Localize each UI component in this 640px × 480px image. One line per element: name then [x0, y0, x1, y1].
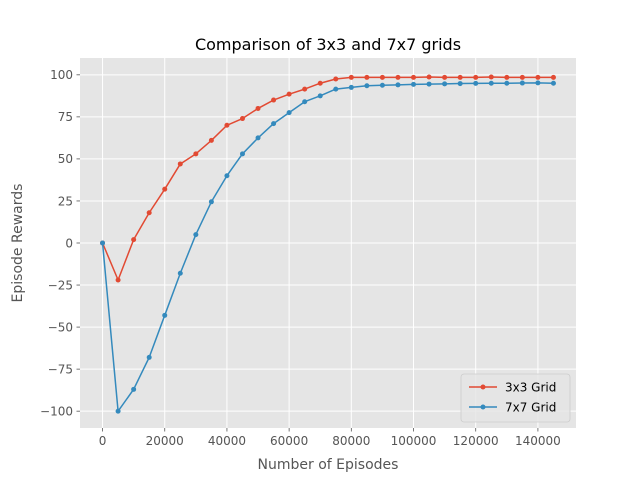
data-point	[177, 161, 183, 167]
x-tick-label: 140000	[515, 434, 561, 448]
data-point	[317, 80, 323, 86]
data-point	[333, 76, 339, 82]
data-point	[442, 81, 448, 87]
data-point	[146, 354, 152, 360]
data-point	[131, 237, 137, 243]
data-point	[457, 81, 463, 87]
data-point	[100, 240, 106, 246]
chart-title: Comparison of 3x3 and 7x7 grids	[195, 35, 461, 54]
x-axis-label: Number of Episodes	[258, 457, 399, 473]
data-point	[442, 74, 448, 80]
data-point	[426, 74, 432, 80]
series-0	[100, 74, 556, 283]
data-point	[519, 74, 525, 80]
data-point	[177, 270, 183, 276]
legend: 3x3 Grid 7x7 Grid	[460, 373, 571, 423]
data-point	[286, 110, 292, 116]
data-point	[162, 186, 168, 192]
data-point	[550, 80, 556, 86]
data-point	[379, 82, 385, 88]
data-point	[348, 74, 354, 80]
data-point	[131, 386, 137, 392]
x-tick-label: 20000	[146, 434, 184, 448]
y-axis-label: Episode Rewards	[10, 184, 26, 303]
data-point	[550, 74, 556, 80]
data-point	[193, 232, 199, 238]
data-point	[504, 74, 510, 80]
data-point	[333, 86, 339, 92]
data-point	[411, 74, 417, 80]
y-tick-label: −100	[40, 404, 73, 418]
data-point	[271, 97, 277, 103]
data-point	[271, 121, 277, 127]
data-point	[535, 80, 541, 86]
data-point	[348, 84, 354, 90]
x-tick-label: 80000	[332, 434, 370, 448]
data-point	[115, 277, 121, 283]
y-tick-label: −75	[48, 362, 73, 376]
data-point	[224, 173, 230, 179]
data-point	[286, 91, 292, 97]
data-point	[302, 99, 308, 105]
data-point	[255, 135, 261, 141]
x-tick-label: 0	[99, 434, 107, 448]
legend-marker	[480, 404, 486, 410]
x-tick-label: 40000	[208, 434, 246, 448]
y-tick-label: −50	[48, 320, 73, 334]
data-point	[317, 93, 323, 99]
y-tick-label: 75	[58, 110, 73, 124]
legend-label: 3x3 Grid	[505, 380, 556, 394]
axis-ticks: 0 20000 40000 60000 80000 100000 120000 140000 −…	[40, 68, 561, 448]
series-line	[101, 76, 554, 281]
data-point	[535, 74, 541, 80]
series-lines	[100, 74, 556, 414]
y-tick-label: 0	[65, 236, 73, 250]
data-point	[364, 83, 370, 89]
data-point	[519, 80, 525, 86]
y-tick-label: 100	[50, 68, 73, 82]
legend-item: 3x3 Grid	[469, 380, 556, 394]
data-point	[379, 74, 385, 80]
data-point	[473, 80, 479, 86]
legend-item: 7x7 Grid	[469, 400, 556, 414]
data-point	[239, 151, 245, 157]
y-tick-label: −25	[48, 278, 73, 292]
data-point	[302, 86, 308, 92]
data-point	[395, 74, 401, 80]
data-point	[395, 82, 401, 88]
series-1	[100, 80, 556, 414]
data-point	[208, 199, 214, 205]
legend-box	[460, 373, 571, 423]
data-point	[488, 80, 494, 86]
data-point	[115, 408, 121, 414]
data-point	[224, 122, 230, 128]
data-point	[208, 137, 214, 143]
data-point	[239, 116, 245, 122]
data-point	[193, 151, 199, 157]
data-point	[504, 80, 510, 86]
data-point	[162, 312, 168, 318]
legend-label: 7x7 Grid	[505, 400, 556, 414]
x-tick-label: 120000	[453, 434, 499, 448]
y-tick-label: 50	[58, 152, 73, 166]
y-tick-label: 25	[58, 194, 73, 208]
data-point	[255, 105, 261, 111]
legend-marker	[480, 384, 486, 390]
data-point	[146, 210, 152, 216]
data-point	[411, 81, 417, 87]
x-tick-label: 100000	[391, 434, 437, 448]
x-tick-label: 60000	[270, 434, 308, 448]
data-point	[364, 74, 370, 80]
data-point	[473, 74, 479, 80]
series-line	[101, 82, 554, 412]
grid-lines	[80, 58, 576, 428]
data-point	[426, 81, 432, 87]
data-point	[457, 74, 463, 80]
data-point	[488, 74, 494, 80]
